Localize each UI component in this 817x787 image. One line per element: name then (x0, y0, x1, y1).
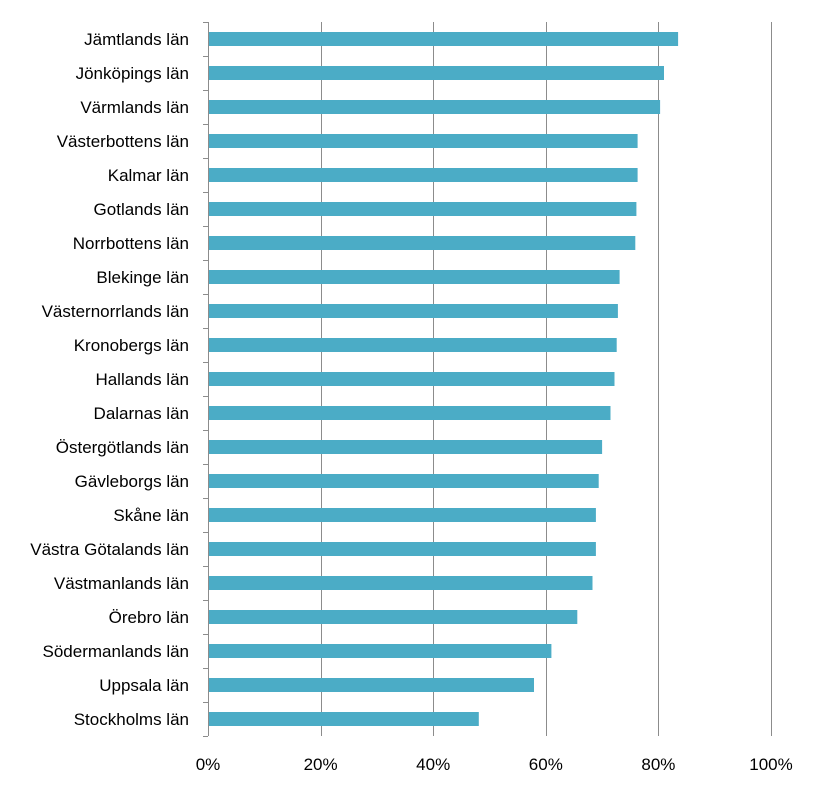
category-label: Hallands län (95, 370, 189, 389)
bar (208, 678, 534, 692)
category-label: Norrbottens län (73, 234, 189, 253)
category-label: Östergötlands län (56, 438, 189, 457)
category-label: Dalarnas län (94, 404, 189, 423)
bar (208, 304, 618, 318)
category-label: Värmlands län (80, 98, 189, 117)
category-label: Gotlands län (94, 200, 189, 219)
bar (208, 236, 636, 250)
tick-labels: 0% 20% 40% 60% 80% 100% (196, 755, 793, 774)
bar (208, 372, 615, 386)
value-axis (203, 22, 209, 737)
bar (208, 134, 638, 148)
category-label: Västra Götalands län (30, 540, 189, 559)
bar (208, 406, 611, 420)
category-label: Örebro län (109, 608, 189, 627)
bar (208, 610, 578, 624)
bar (208, 508, 596, 522)
category-label: Jönköpings län (76, 64, 189, 83)
bar (208, 270, 620, 284)
category-label: Västernorrlands län (42, 302, 189, 321)
category-label: Kalmar län (108, 166, 189, 185)
category-label: Jämtlands län (84, 30, 189, 49)
bar (208, 32, 679, 46)
bar (208, 576, 593, 590)
bar (208, 440, 603, 454)
tick-label: 20% (304, 755, 338, 774)
category-label: Stockholms län (74, 710, 189, 729)
bar (208, 644, 552, 658)
tick-label: 40% (416, 755, 450, 774)
tick-label: 0% (196, 755, 221, 774)
category-label: Skåne län (113, 506, 189, 525)
bar (208, 712, 479, 726)
category-label: Västmanlands län (54, 574, 189, 593)
category-label: Blekinge län (96, 268, 189, 287)
bar (208, 168, 638, 182)
category-label: Södermanlands län (43, 642, 189, 661)
bar (208, 542, 596, 556)
category-label: Gävleborgs län (75, 472, 189, 491)
tick-label: 80% (641, 755, 675, 774)
category-label: Uppsala län (99, 676, 189, 695)
tick-label: 60% (529, 755, 563, 774)
bar (208, 338, 617, 352)
bars (208, 32, 679, 726)
category-label: Kronobergs län (74, 336, 189, 355)
category-labels: Jämtlands län Jönköpings län Värmlands län… (30, 30, 189, 729)
bar (208, 100, 661, 114)
bar (208, 202, 637, 216)
bar (208, 474, 599, 488)
bar (208, 66, 664, 80)
tick-label: 100% (749, 755, 792, 774)
category-label: Västerbottens län (57, 132, 189, 151)
